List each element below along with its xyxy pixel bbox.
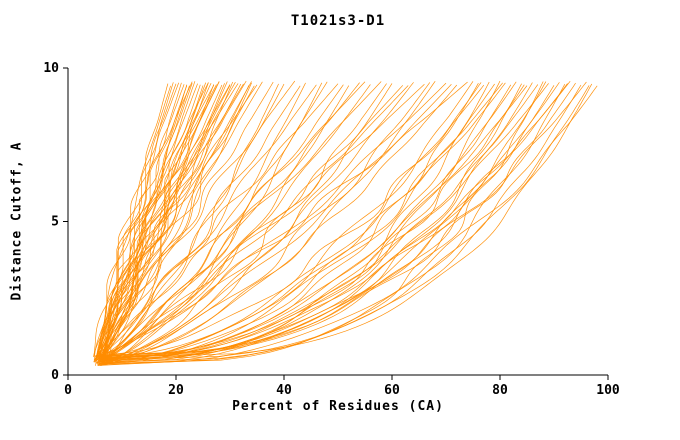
model-curve <box>102 85 409 361</box>
model-curve <box>101 85 528 364</box>
model-curve <box>96 83 495 361</box>
x-tick-label: 60 <box>384 383 400 398</box>
model-curve <box>96 82 431 358</box>
model-curve <box>95 81 274 364</box>
y-tick-label: 0 <box>51 368 59 383</box>
x-axis-label: Percent of Residues (CA) <box>232 399 444 414</box>
model-curve <box>94 82 447 357</box>
model-curve <box>101 84 223 365</box>
model-curve <box>99 84 485 356</box>
model-curve <box>93 84 217 358</box>
model-curve <box>96 82 576 357</box>
model-curve <box>102 84 344 360</box>
model-curve <box>98 82 533 361</box>
model-curve <box>96 85 350 364</box>
model-curve <box>98 84 231 366</box>
model-curve <box>96 81 220 357</box>
model-curve <box>101 82 209 358</box>
model-curve <box>100 82 482 358</box>
model-curve <box>98 84 452 366</box>
model-curve <box>99 81 382 365</box>
model-curve <box>96 83 279 359</box>
model-curve <box>101 84 458 365</box>
model-curve <box>100 85 250 359</box>
model-curve <box>97 85 404 359</box>
model-curve <box>96 83 568 364</box>
model-curve <box>105 82 252 366</box>
model-curve <box>100 84 566 363</box>
model-curve <box>100 83 387 364</box>
model-curve <box>98 85 231 357</box>
x-tick-label: 40 <box>276 383 292 398</box>
model-curve <box>101 84 582 365</box>
model-curve <box>98 82 506 365</box>
model-curve <box>101 81 547 357</box>
model-curve <box>103 80 436 360</box>
model-curve <box>103 81 228 365</box>
model-curve <box>98 84 525 360</box>
model-curve <box>99 85 590 361</box>
model-curve <box>97 82 323 363</box>
model-curve <box>100 83 593 358</box>
model-curve <box>100 81 517 359</box>
model-curve <box>100 84 539 357</box>
model-curve <box>97 82 174 356</box>
chart-title: T1021s3-D1 <box>290 13 386 29</box>
y-tick-label: 5 <box>51 215 59 230</box>
model-curve <box>94 83 239 362</box>
model-curve <box>95 81 366 357</box>
model-curve <box>99 85 555 359</box>
model-curve <box>99 80 571 360</box>
model-curve <box>101 82 503 363</box>
model-curve <box>98 81 468 362</box>
model-curves <box>93 80 598 367</box>
model-curve <box>95 84 371 358</box>
model-curve <box>101 83 479 360</box>
model-curve <box>97 80 296 358</box>
x-tick-label: 100 <box>596 383 620 398</box>
model-curve <box>93 81 252 363</box>
model-curve <box>93 82 180 363</box>
model-curve <box>103 82 360 361</box>
model-curve <box>97 85 598 366</box>
model-curve <box>102 80 501 358</box>
y-tick-label: 10 <box>43 61 59 76</box>
model-curve <box>93 81 193 357</box>
model-curve <box>99 84 512 362</box>
x-tick-label: 80 <box>492 383 508 398</box>
model-curve <box>94 81 220 363</box>
model-curve <box>101 83 339 356</box>
model-curve <box>99 85 215 356</box>
model-curve <box>97 83 425 363</box>
model-curve <box>100 84 201 360</box>
x-tick-label: 0 <box>64 383 72 398</box>
model-curve <box>100 85 301 366</box>
model-curve <box>97 82 560 366</box>
model-curve <box>101 83 549 362</box>
x-tick-label: 20 <box>168 383 184 398</box>
model-curve <box>100 81 263 359</box>
